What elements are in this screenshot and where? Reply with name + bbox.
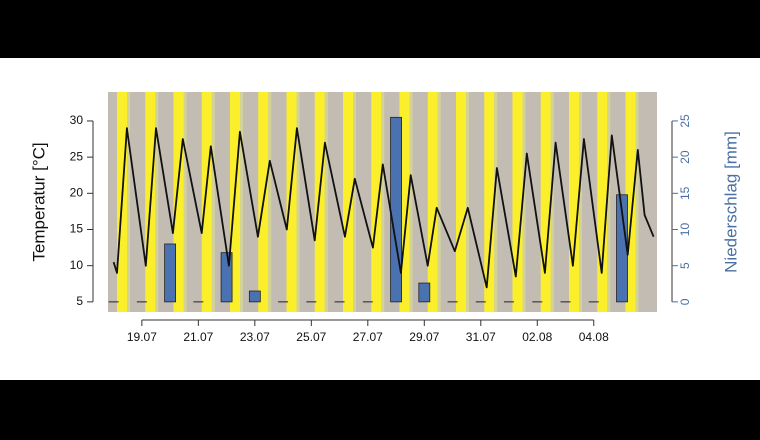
day-edge	[381, 92, 385, 312]
x-tick-label: 31.07	[466, 330, 496, 344]
y-tick-label: 5	[76, 294, 83, 308]
day-edge	[324, 92, 328, 312]
day-band	[569, 92, 579, 312]
day-edge	[522, 92, 526, 312]
y-tick-label: 25	[70, 149, 84, 163]
x-tick-label: 21.07	[183, 330, 213, 344]
x-tick-label: 02.08	[522, 330, 552, 344]
day-edge	[437, 92, 441, 312]
y-tick-label: 20	[70, 185, 84, 199]
day-edge	[211, 92, 215, 312]
y2-tick-label: 20	[678, 150, 692, 164]
y-tick-label: 10	[70, 258, 84, 272]
bar	[220, 252, 233, 303]
x-tick-label: 19.07	[127, 330, 157, 344]
bar	[390, 116, 402, 303]
day-edge	[155, 92, 159, 312]
y2-tick-label: 5	[678, 262, 692, 269]
day-band	[597, 92, 608, 312]
y2-tick-label: 0	[678, 298, 692, 305]
day-band	[512, 92, 523, 312]
day-edge	[409, 92, 413, 312]
day-band	[456, 92, 466, 312]
day-band	[314, 92, 325, 312]
y-tick-label: 15	[70, 222, 84, 236]
day-band	[484, 92, 495, 312]
y2-tick-label: 10	[678, 223, 692, 237]
day-band	[201, 92, 212, 312]
day-band	[286, 92, 297, 312]
day-edge	[466, 92, 469, 312]
day-band	[427, 92, 438, 312]
day-band	[343, 92, 353, 312]
day-band	[371, 92, 382, 312]
day-edge	[550, 92, 554, 312]
y2-tick-label: 15	[678, 186, 692, 200]
x-tick-label: 04.08	[579, 330, 609, 344]
bar	[164, 243, 177, 303]
day-edge	[353, 92, 356, 312]
x-tick-label: 29.07	[409, 330, 439, 344]
day-band	[540, 92, 551, 312]
y2-axis-label: Niederschlag [mm]	[721, 131, 740, 273]
day-edge	[183, 92, 187, 312]
day-edge	[240, 92, 243, 312]
x-tick-label: 25.07	[296, 330, 326, 344]
day-edge	[494, 92, 498, 312]
x-tick-label: 27.07	[353, 330, 383, 344]
day-band	[625, 92, 636, 312]
plot-background	[108, 92, 657, 312]
day-edge	[635, 92, 639, 312]
day-edge	[296, 92, 300, 312]
x-tick-label: 23.07	[240, 330, 270, 344]
temperature-line	[112, 127, 655, 289]
y-tick-label: 30	[70, 113, 84, 127]
y-axis-label: Temperatur [°C]	[29, 142, 48, 261]
day-band	[399, 92, 410, 312]
bar	[248, 290, 261, 303]
day-band	[173, 92, 184, 312]
day-edge	[127, 92, 130, 312]
day-edge	[579, 92, 582, 312]
day-edge	[268, 92, 272, 312]
y2-tick-label: 25	[678, 114, 692, 128]
bar	[418, 282, 431, 303]
day-edge	[607, 92, 611, 312]
